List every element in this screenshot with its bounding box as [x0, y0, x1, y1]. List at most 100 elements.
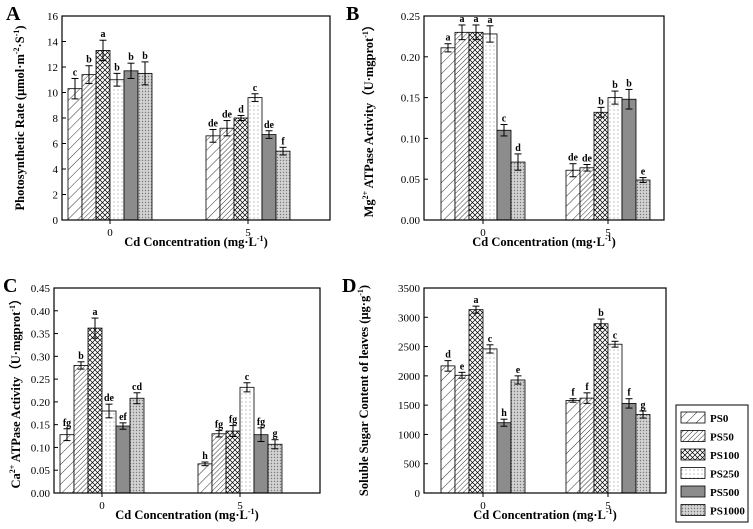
- significance-letter: e: [516, 365, 521, 376]
- significance-letter: f: [585, 382, 589, 393]
- legend-label: PS50: [710, 432, 734, 444]
- legend-swatch: [680, 504, 706, 516]
- error-bar-ps100-cd0: [472, 24, 480, 41]
- bar-ps0-cd0: [67, 88, 83, 221]
- y-tick-label: 1000: [398, 429, 421, 441]
- bar-ps0-cd5: [565, 169, 581, 221]
- error-bar-ps250-cd0: [486, 344, 494, 354]
- y-tick-label: 0.15: [401, 93, 421, 105]
- x-axis-label: Cd Concentration (mg·L-1): [472, 234, 615, 249]
- bar-ps50-cd5: [219, 127, 235, 221]
- significance-letter: ef: [119, 412, 127, 423]
- significance-letter: d: [515, 143, 521, 154]
- error-bar-ps250-cd0: [105, 403, 113, 419]
- error-bar-ps0-cd0: [444, 43, 452, 53]
- y-tick-label: 3500: [398, 283, 421, 295]
- bar-ps250-cd5: [239, 386, 255, 494]
- significance-letter: a: [460, 14, 465, 25]
- significance-letter: g: [273, 429, 278, 440]
- bar-ps250-cd5: [607, 343, 623, 494]
- y-tick-label: 0.35: [31, 329, 51, 341]
- y-tick-label: 0.00: [401, 215, 421, 227]
- bar-ps1000-cd0: [510, 161, 526, 221]
- error-bar-ps1000-cd0: [133, 392, 141, 405]
- error-bar-ps0-cd5: [209, 128, 217, 143]
- error-bar-ps50-cd0: [77, 361, 85, 370]
- legend-label: PS0: [710, 413, 729, 425]
- x-axis-label: Cd Concentration (mg·L-1): [115, 507, 258, 522]
- error-bar-ps100-cd0: [99, 39, 107, 62]
- significance-letter: c: [502, 114, 507, 125]
- legend-label: PS250: [710, 469, 740, 481]
- error-bar-ps1000-cd5: [639, 410, 647, 419]
- y-tick-label: 14: [47, 37, 59, 49]
- significance-letter: c: [488, 334, 493, 345]
- bar-ps1000-cd5: [635, 414, 651, 494]
- legend-label: PS1000: [710, 506, 745, 518]
- bar-ps0-cd0: [59, 434, 75, 494]
- legend-box: [675, 404, 749, 523]
- error-bar-ps250-cd5: [243, 382, 251, 393]
- significance-letter: b: [142, 51, 148, 62]
- significance-letter: h: [501, 408, 507, 419]
- panel-letter: A: [6, 3, 21, 25]
- legend-swatch: [680, 430, 706, 442]
- significance-letter: de: [208, 118, 219, 129]
- error-bar-ps100-cd5: [597, 106, 605, 118]
- legend-label: PS100: [710, 450, 740, 462]
- y-tick-label: 0.10: [31, 442, 51, 454]
- significance-letter: f: [627, 388, 631, 399]
- significance-letter: e: [641, 167, 646, 178]
- error-bar-ps0-cd5: [201, 461, 209, 467]
- error-bar-ps50-cd5: [223, 120, 231, 137]
- bar-ps100-cd5: [233, 117, 249, 221]
- error-bar-ps0-cd5: [569, 163, 577, 178]
- significance-letter: c: [253, 83, 258, 94]
- significance-letter: de: [222, 110, 233, 121]
- y-tick-label: 3000: [398, 312, 421, 324]
- y-tick-label: 6: [53, 139, 59, 151]
- bar-ps100-cd0: [468, 309, 484, 494]
- bar-ps50-cd0: [73, 365, 89, 494]
- significance-letter: fg: [215, 420, 223, 431]
- y-tick-label: 0.00: [31, 488, 51, 500]
- error-bar-ps1000-cd0: [514, 153, 522, 171]
- significance-letter: b: [612, 80, 618, 91]
- legend-entry-ps500: PS500: [680, 485, 740, 499]
- y-tick-label: 0.20: [401, 52, 421, 64]
- significance-letter: fg: [63, 418, 71, 429]
- significance-letter: f: [571, 388, 575, 399]
- legend-swatch: [680, 448, 706, 461]
- error-bar-ps1000-cd5: [271, 439, 279, 450]
- y-tick-label: 0: [53, 215, 59, 227]
- significance-letter: de: [568, 153, 579, 164]
- y-tick-label: 0.25: [31, 374, 51, 386]
- bar-ps50-cd5: [579, 167, 595, 221]
- error-bar-ps1000-cd5: [639, 177, 647, 183]
- panel-c: fg h b fg a fg de c ef fg cd g 0.00 0.05 0.10 0.15 0.20 0…: [3, 275, 321, 522]
- significance-letter: b: [128, 52, 134, 63]
- error-bar-ps500-cd0: [127, 62, 135, 79]
- bar-ps100-cd0: [95, 50, 111, 221]
- legend-entry-ps50: PS50: [680, 430, 734, 444]
- bar-ps500-cd0: [496, 129, 512, 221]
- legend-label: PS500: [710, 487, 740, 499]
- x-axis-label: Cd Concentration (mg·L-1): [473, 507, 616, 522]
- bar-ps100-cd5: [593, 323, 609, 494]
- bar-ps500-cd0: [115, 425, 131, 494]
- y-tick-label: 16: [47, 11, 59, 23]
- significance-letter: fg: [257, 417, 265, 428]
- error-bar-ps250-cd5: [611, 340, 619, 348]
- error-bar-ps1000-cd0: [514, 375, 522, 385]
- significance-letter: b: [86, 55, 92, 66]
- y-tick-label: 0: [415, 488, 421, 500]
- bar-ps0-cd5: [565, 400, 581, 494]
- significance-letter: a: [101, 29, 106, 40]
- bar-ps50-cd5: [211, 433, 227, 494]
- significance-letter: c: [613, 330, 618, 341]
- significance-letter: b: [598, 308, 604, 319]
- plot-frame: [423, 287, 667, 494]
- significance-letter: d: [238, 104, 244, 115]
